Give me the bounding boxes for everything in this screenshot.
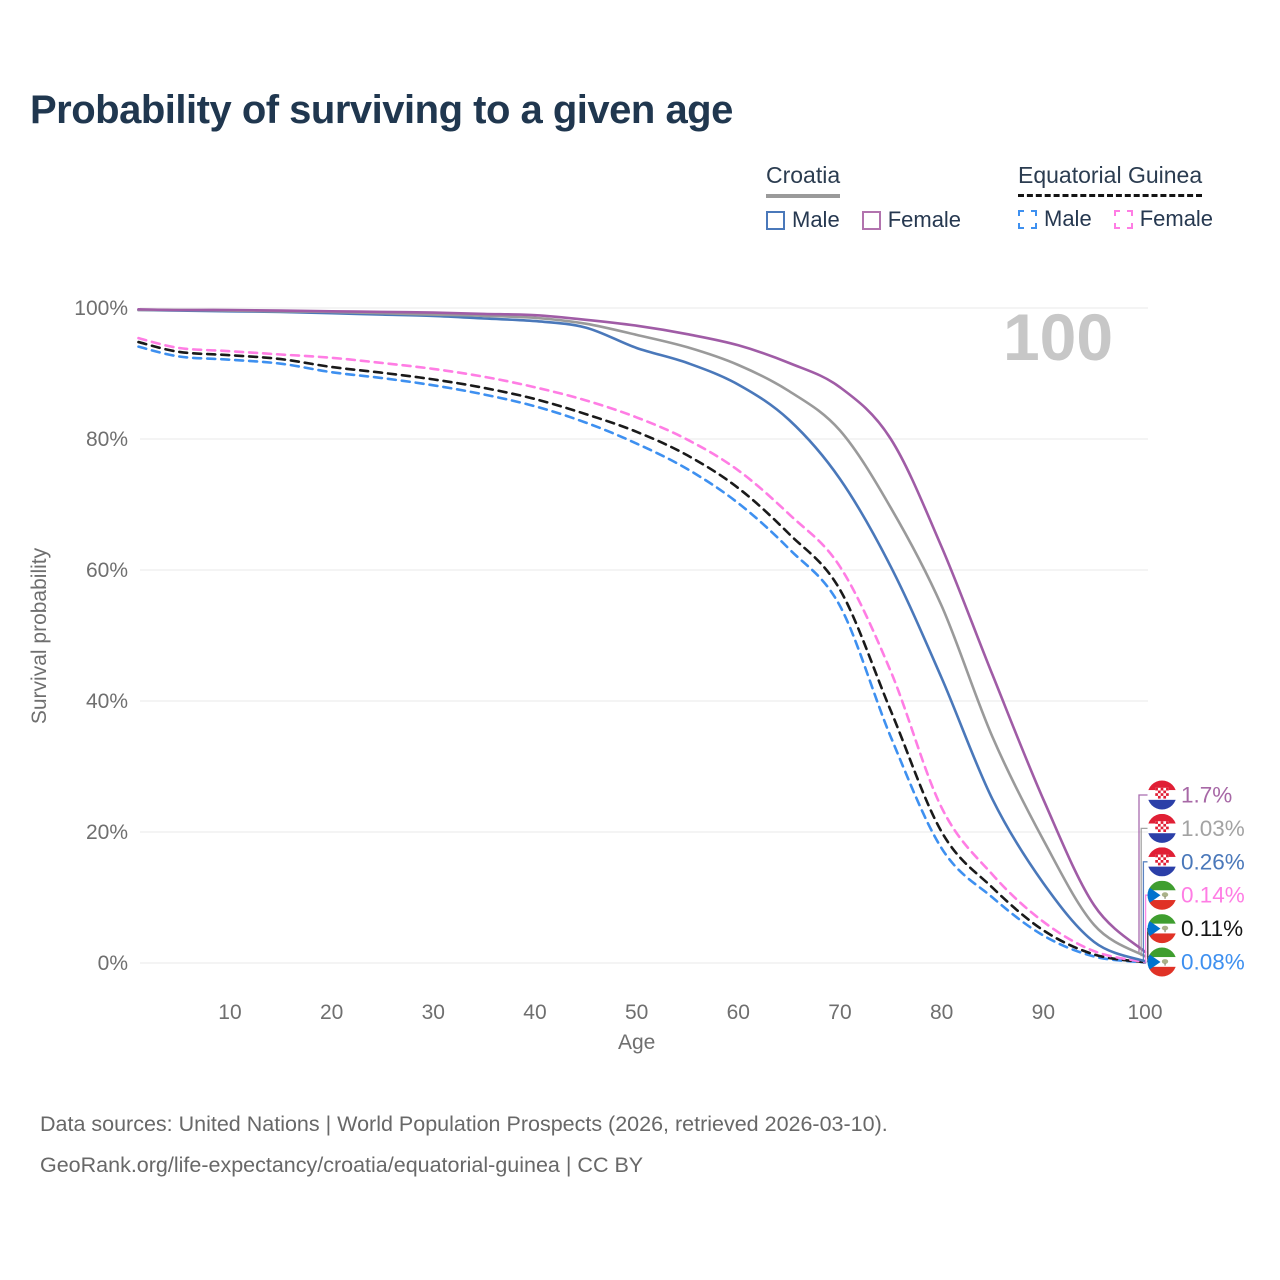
legend-header-equatorial-guinea[interactable]: Equatorial Guinea (1018, 162, 1203, 197)
x-tick-label: 50 (625, 1001, 648, 1024)
y-tick-label: 40% (86, 690, 128, 713)
chart-footer: Data sources: United Nations | World Pop… (40, 1104, 888, 1186)
y-tick-label: 0% (98, 952, 128, 975)
legend-label-eg-female: Female (1139, 206, 1214, 231)
legend-header-croatia[interactable]: Croatia (766, 162, 841, 198)
flag-icon-croatia (1147, 847, 1177, 877)
end-value-label-eq-guinea-total: 0.11% (1181, 916, 1243, 941)
legend-swatch-croatia-male (766, 210, 785, 230)
legend-swatch-croatia-female (861, 210, 881, 230)
leader-line-croatia-male (1142, 861, 1150, 962)
legend-item-croatia-male[interactable]: Male (766, 207, 840, 233)
y-tick-label: 20% (86, 821, 128, 844)
x-tick-label: 70 (828, 1001, 851, 1024)
x-tick-label: 40 (523, 1001, 546, 1024)
series-line-eq-guinea-female[interactable] (137, 336, 1147, 964)
legend-item-croatia-female[interactable]: Female (861, 207, 962, 233)
end-value-label-eq-guinea-female: 0.14% (1181, 883, 1245, 908)
x-tick-label: 80 (930, 1001, 953, 1024)
legend-label-eg-male: Male (1044, 206, 1092, 231)
flag-icon-croatia (1147, 780, 1177, 810)
flag-icon-croatia (1147, 813, 1177, 843)
series-line-eq-guinea-total[interactable] (137, 340, 1147, 964)
x-axis-title: Age (618, 1031, 655, 1054)
legend-group-equatorial-guinea: Equatorial Guinea Male Female (1018, 162, 1213, 232)
legend-swatch-eg-female (1113, 209, 1133, 229)
end-value-label-croatia-male: 0.26% (1181, 849, 1245, 874)
y-tick-label: 60% (86, 559, 128, 582)
hover-age-watermark: 100 (1003, 300, 1113, 374)
y-tick-label: 80% (86, 428, 128, 451)
legend-label-croatia-male: Male (792, 207, 840, 232)
end-value-label-croatia-total: 1.03% (1181, 816, 1245, 841)
data-sources-text: Data sources: United Nations | World Pop… (40, 1112, 888, 1136)
leader-line-croatia-female (1138, 794, 1150, 952)
legend-label-croatia-female: Female (887, 207, 962, 232)
legend-swatch-eg-male (1018, 209, 1037, 229)
flag-icon-equatorial-guinea (1147, 880, 1177, 910)
series-line-croatia-male[interactable] (137, 308, 1147, 963)
y-axis-title: Survival probability (28, 547, 51, 724)
leader-line-croatia-total (1140, 827, 1150, 957)
x-tick-label: 20 (320, 1001, 343, 1024)
series-line-croatia-female[interactable] (137, 308, 1147, 954)
series-line-croatia-total[interactable] (137, 308, 1147, 958)
legend-item-eg-female[interactable]: Female (1113, 206, 1214, 232)
legend-group-croatia: Croatia Male Female (766, 162, 961, 233)
flag-icon-equatorial-guinea (1147, 947, 1177, 977)
x-tick-label: 90 (1032, 1001, 1055, 1024)
source-url-text: GeoRank.org/life-expectancy/croatia/equa… (40, 1153, 644, 1177)
x-tick-label: 60 (727, 1001, 750, 1024)
x-tick-label: 10 (218, 1001, 241, 1024)
flag-icon-equatorial-guinea (1147, 914, 1177, 944)
page-title: Probability of surviving to a given age (30, 88, 733, 132)
x-tick-label: 100 (1127, 1001, 1162, 1024)
y-tick-label: 100% (74, 297, 128, 320)
end-value-label-croatia-female: 1.7% (1181, 783, 1232, 808)
x-tick-label: 30 (422, 1001, 445, 1024)
legend-item-eg-male[interactable]: Male (1018, 206, 1092, 232)
series-line-eq-guinea-male[interactable] (137, 345, 1147, 964)
end-value-label-eq-guinea-male: 0.08% (1181, 950, 1245, 975)
